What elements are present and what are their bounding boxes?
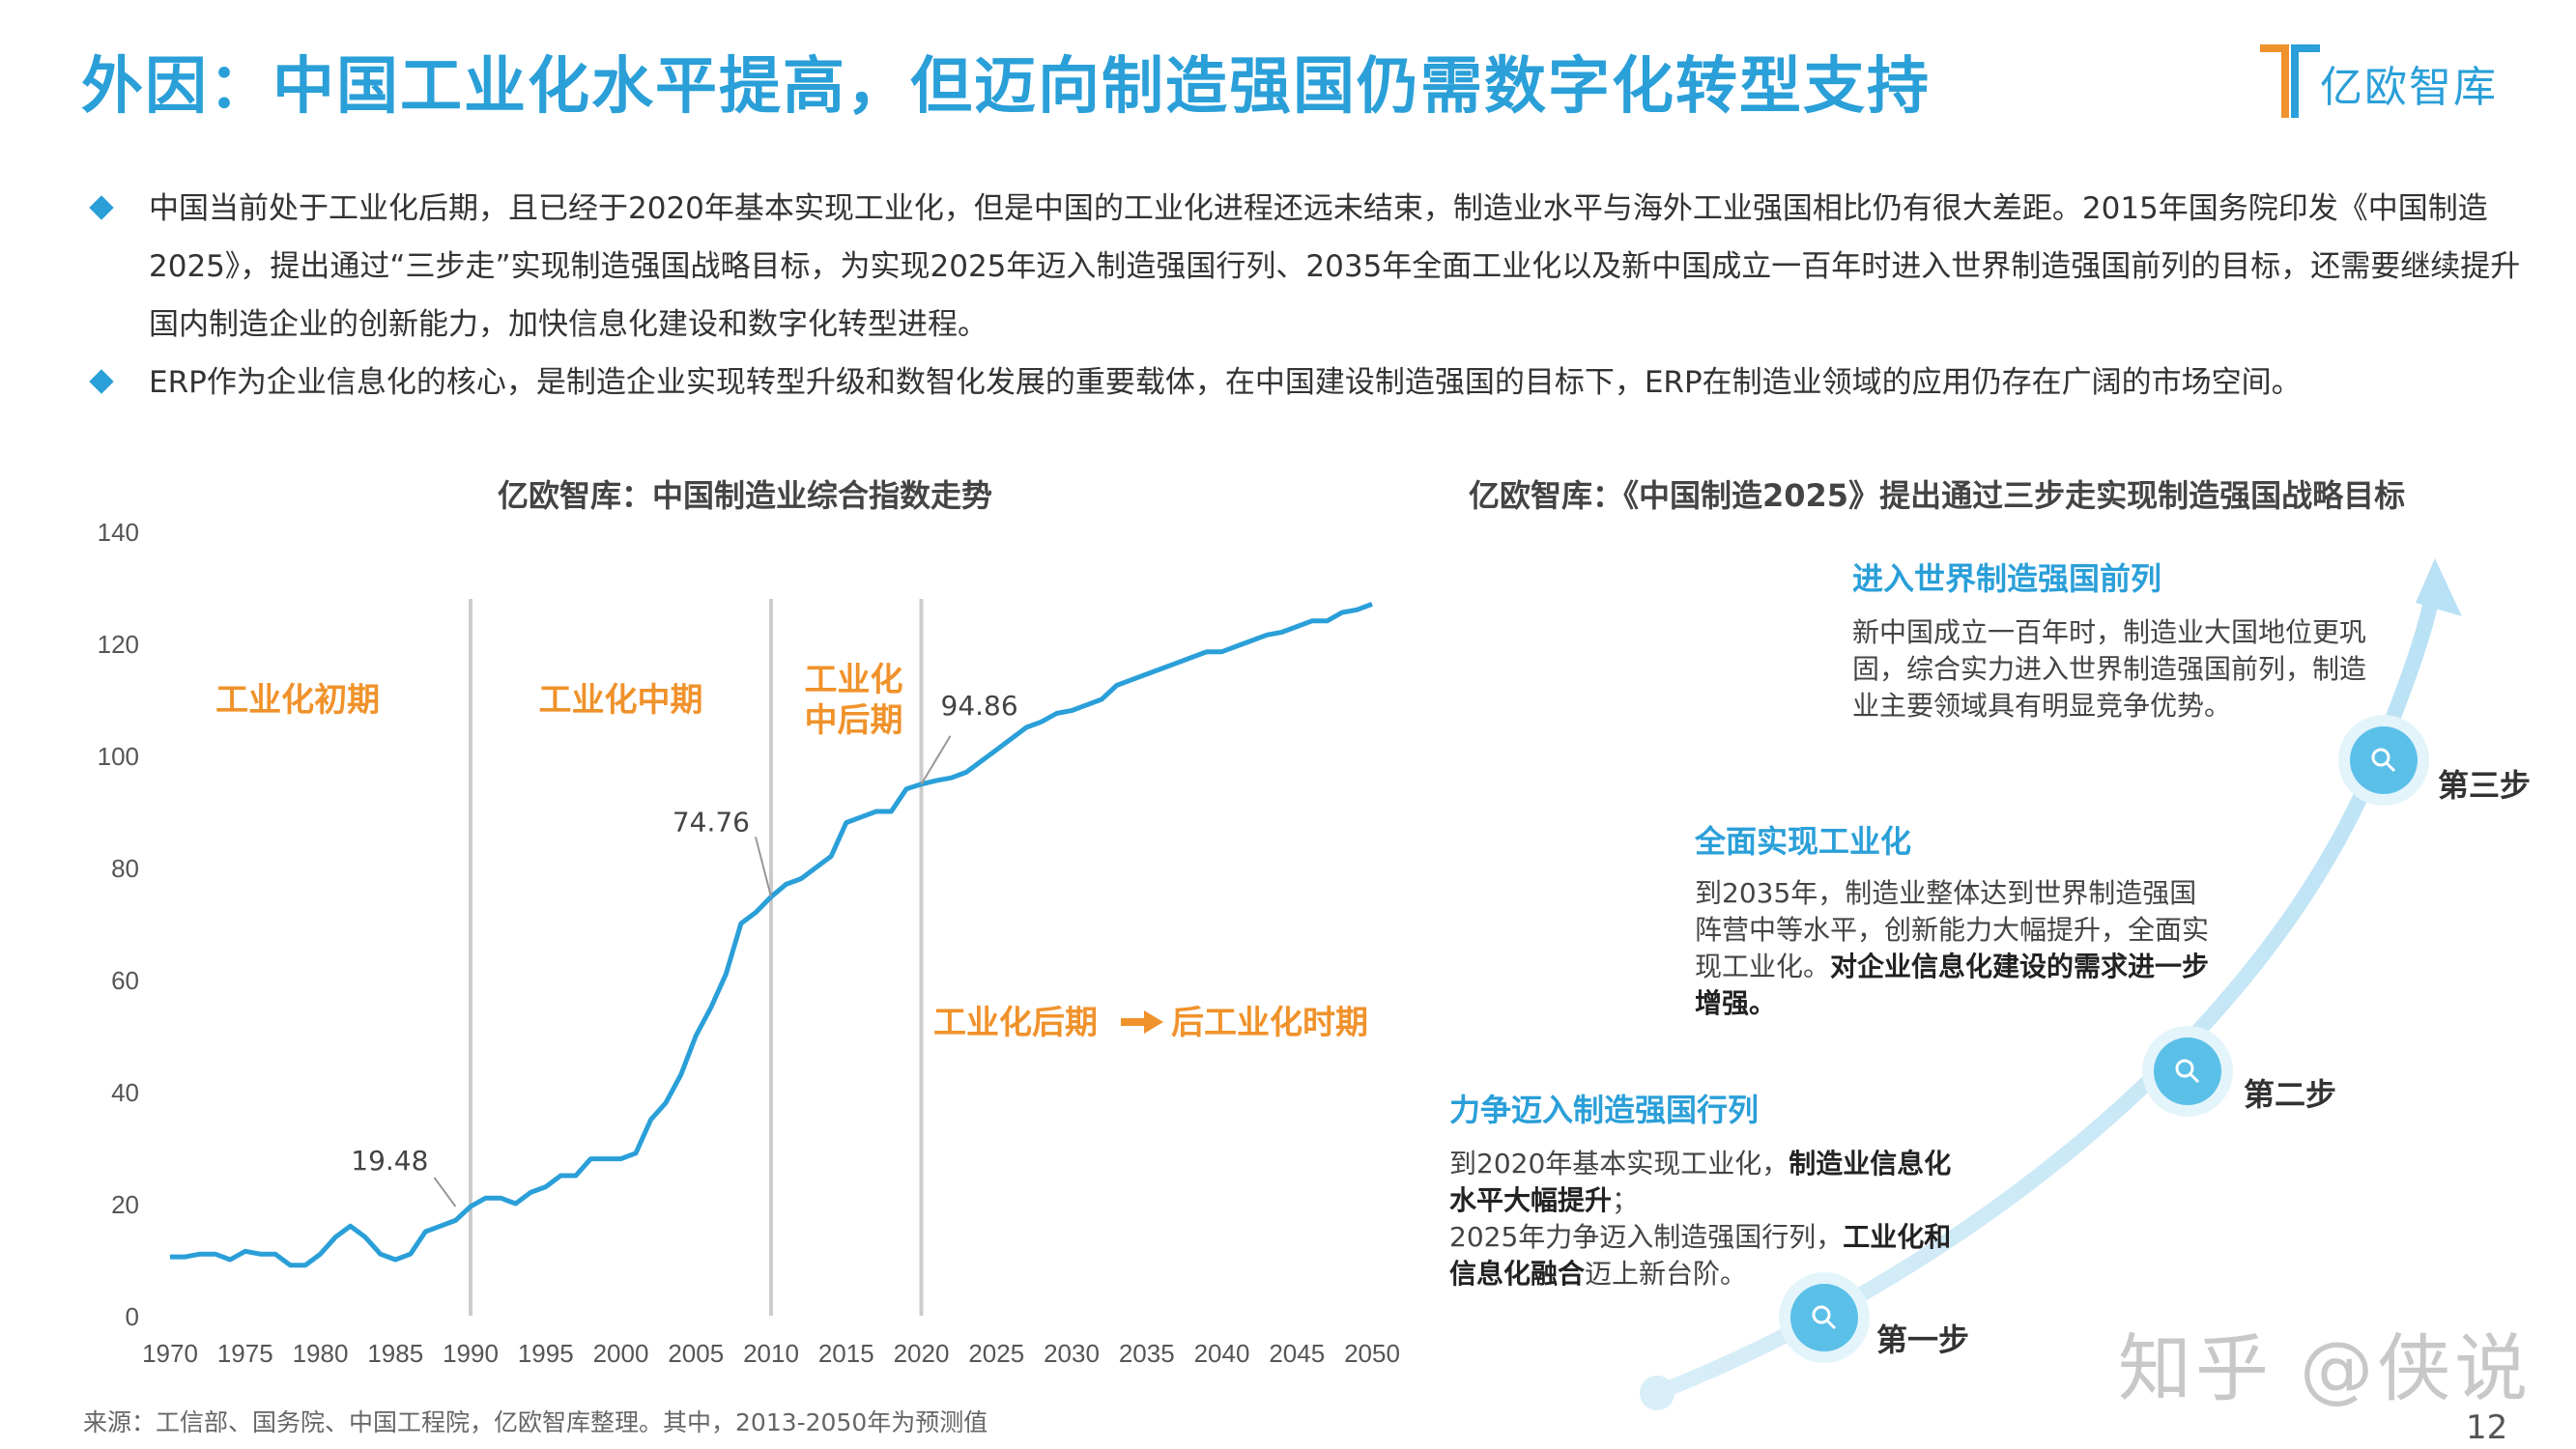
step-three-body: 新中国成立一百年时，制造业大国地位更巩固，综合实力进入世界制造强国前列，制造业主… bbox=[1852, 616, 2367, 722]
annotation-leader bbox=[433, 1177, 457, 1208]
search-icon bbox=[1812, 1305, 1837, 1330]
roadmap-title: 亿欧智库：《中国制造2025》提出通过三步走实现制造强国战略目标 bbox=[1469, 477, 2406, 514]
data-label: 94.86 bbox=[941, 690, 1018, 722]
phase-label: 工业化初期 bbox=[215, 681, 380, 720]
search-icon bbox=[2371, 748, 2396, 773]
bullet-item: 中国当前处于工业化后期，且已经于2020年基本实现工业化，但是中国的工业化进程还… bbox=[87, 180, 2522, 354]
y-tick-label: 140 bbox=[98, 518, 139, 547]
phase-label-postindustrial: 后工业化时期 bbox=[1171, 1004, 1368, 1042]
x-tick-label: 1985 bbox=[367, 1339, 423, 1368]
bullet-list: 中国当前处于工业化后期，且已经于2020年基本实现工业化，但是中国的工业化进程还… bbox=[87, 180, 2522, 412]
step-three-marker bbox=[2350, 726, 2418, 794]
x-tick-label: 1990 bbox=[443, 1339, 499, 1368]
step-two-body: 到2035年，制造业整体达到世界制造强国阵营中等水平，创新能力大幅提升，全面实现… bbox=[1695, 877, 2210, 1019]
step-two-label: 第二步 bbox=[2244, 1076, 2337, 1113]
y-tick-label: 60 bbox=[111, 966, 139, 995]
phase-label-later: 工业化后期 bbox=[933, 1004, 1098, 1042]
step-two-heading: 全面实现工业化 bbox=[1695, 823, 1912, 860]
y-tick-label: 20 bbox=[111, 1190, 139, 1219]
phase-label: 工业化 bbox=[805, 661, 903, 699]
x-tick-label: 2040 bbox=[1194, 1339, 1250, 1368]
company-logo: 亿欧智库 bbox=[2256, 39, 2546, 122]
step-one-marker bbox=[1790, 1284, 1858, 1351]
x-tick-label: 2050 bbox=[1344, 1339, 1400, 1368]
x-tick-label: 2005 bbox=[668, 1339, 724, 1368]
bullet-item: ERP作为企业信息化的核心，是制造企业实现转型升级和数智化发展的重要载体，在中国… bbox=[87, 354, 2522, 412]
x-tick-label: 1975 bbox=[217, 1339, 273, 1368]
y-tick-label: 40 bbox=[111, 1078, 139, 1107]
watermark: 知乎 @侠说 bbox=[2118, 1325, 2533, 1411]
page-title: 外因：中国工业化水平提高，但迈向制造强国仍需数字化转型支持 bbox=[81, 51, 1931, 123]
step-one-label: 第一步 bbox=[1876, 1321, 1970, 1358]
phase-label: 工业化中期 bbox=[539, 681, 703, 720]
data-label: 74.76 bbox=[673, 806, 750, 838]
step-two-marker bbox=[2154, 1037, 2221, 1105]
x-tick-label: 2020 bbox=[894, 1339, 950, 1368]
x-tick-label: 1980 bbox=[293, 1339, 349, 1368]
y-tick-label: 120 bbox=[98, 630, 139, 659]
source-note: 来源：工信部、国务院、中国工程院，亿欧智库整理。其中，2013-2050年为预测… bbox=[83, 1408, 988, 1436]
page-number: 12 bbox=[2466, 1408, 2508, 1447]
x-tick-label: 2035 bbox=[1119, 1339, 1175, 1368]
x-tick-label: 2000 bbox=[593, 1339, 649, 1368]
y-tick-label: 0 bbox=[126, 1302, 139, 1331]
step-three-label: 第三步 bbox=[2438, 767, 2532, 804]
y-tick-label: 80 bbox=[111, 854, 139, 883]
bullet-text: ERP作为企业信息化的核心，是制造企业实现转型升级和数智化发展的重要载体，在中国… bbox=[149, 365, 2302, 400]
phase-arrow-head bbox=[1144, 1010, 1163, 1034]
step-one-body: 到2020年基本实现工业化，制造业信息化水平大幅提升； 2025年力争迈入制造强国… bbox=[1449, 1148, 1952, 1290]
x-tick-label: 2045 bbox=[1269, 1339, 1325, 1368]
data-label: 19.48 bbox=[351, 1145, 428, 1177]
x-tick-label: 1995 bbox=[518, 1339, 574, 1368]
x-tick-label: 2010 bbox=[743, 1339, 799, 1368]
annotation-leader bbox=[920, 735, 952, 785]
x-tick-label: 2015 bbox=[818, 1339, 874, 1368]
index-series-line bbox=[170, 602, 1373, 1268]
y-tick-label: 100 bbox=[98, 742, 139, 771]
x-tick-label: 2030 bbox=[1044, 1339, 1100, 1368]
step-three-heading: 进入世界制造强国前列 bbox=[1852, 560, 2162, 597]
phase-label: 中后期 bbox=[805, 701, 903, 740]
chart-title: 亿欧智库：中国制造业综合指数走势 bbox=[498, 477, 993, 514]
logo-text: 亿欧智库 bbox=[2320, 63, 2498, 112]
step-one-heading: 力争迈入制造强国行列 bbox=[1449, 1092, 1760, 1128]
bullet-text: 中国当前处于工业化后期，且已经于2020年基本实现工业化，但是中国的工业化进程还… bbox=[149, 191, 2521, 342]
logo-icon bbox=[2260, 44, 2320, 118]
annotation-leader bbox=[755, 837, 772, 897]
search-icon bbox=[2175, 1059, 2200, 1084]
x-tick-label: 1970 bbox=[142, 1339, 198, 1368]
x-tick-label: 2025 bbox=[968, 1339, 1024, 1368]
